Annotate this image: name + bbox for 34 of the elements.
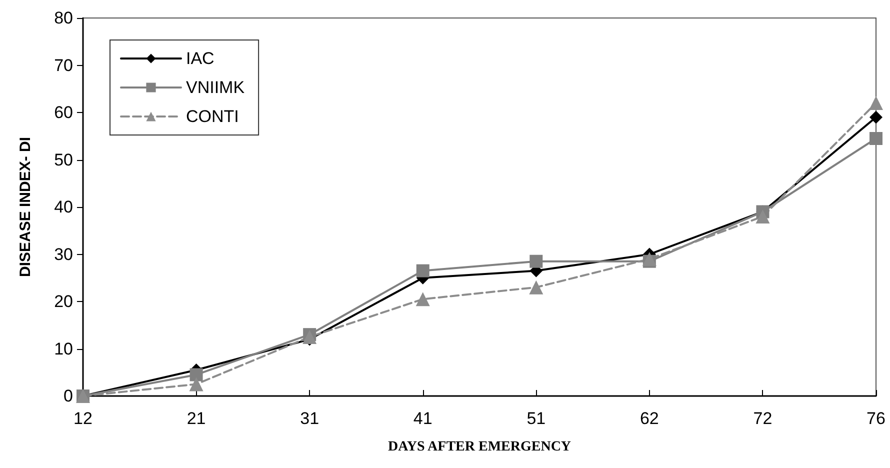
y-tick-label: 80	[54, 8, 73, 28]
point	[416, 292, 430, 306]
x-tick-label: 21	[186, 409, 206, 428]
point	[302, 330, 317, 344]
y-tick-label: 0	[64, 386, 73, 406]
y-tick-label: 60	[54, 103, 73, 122]
x-axis-title: DAYS AFTER EMERGENCY	[388, 440, 572, 454]
x-tick-label: 72	[753, 409, 772, 428]
x-tick-label: 76	[866, 409, 886, 428]
y-tick-label: 50	[54, 150, 73, 170]
point	[869, 96, 883, 110]
point	[189, 377, 204, 392]
point	[529, 280, 544, 294]
y-tick-label: 30	[54, 244, 73, 264]
legend-label: IAC	[186, 49, 214, 68]
y-tick-label: 70	[54, 56, 73, 75]
point	[642, 252, 656, 266]
x-tick-label: 62	[640, 409, 659, 428]
legend-label: CONTI	[186, 107, 239, 126]
point	[530, 254, 543, 268]
y-tick-label: 20	[54, 292, 73, 311]
point	[416, 264, 430, 278]
point	[756, 209, 770, 224]
x-tick-label: 12	[74, 409, 92, 428]
point	[190, 368, 203, 382]
y-axis-title: DISEASE INDEX- DI	[17, 136, 34, 278]
point	[870, 132, 882, 145]
y-tick-label: 10	[54, 339, 73, 358]
x-tick-label: 41	[413, 409, 432, 428]
legend-label: VNIIMK	[186, 78, 246, 97]
y-tick-label: 40	[54, 198, 73, 216]
point	[870, 110, 882, 124]
x-tick-label: 31	[300, 409, 320, 428]
x-tick-label: 51	[526, 409, 546, 428]
